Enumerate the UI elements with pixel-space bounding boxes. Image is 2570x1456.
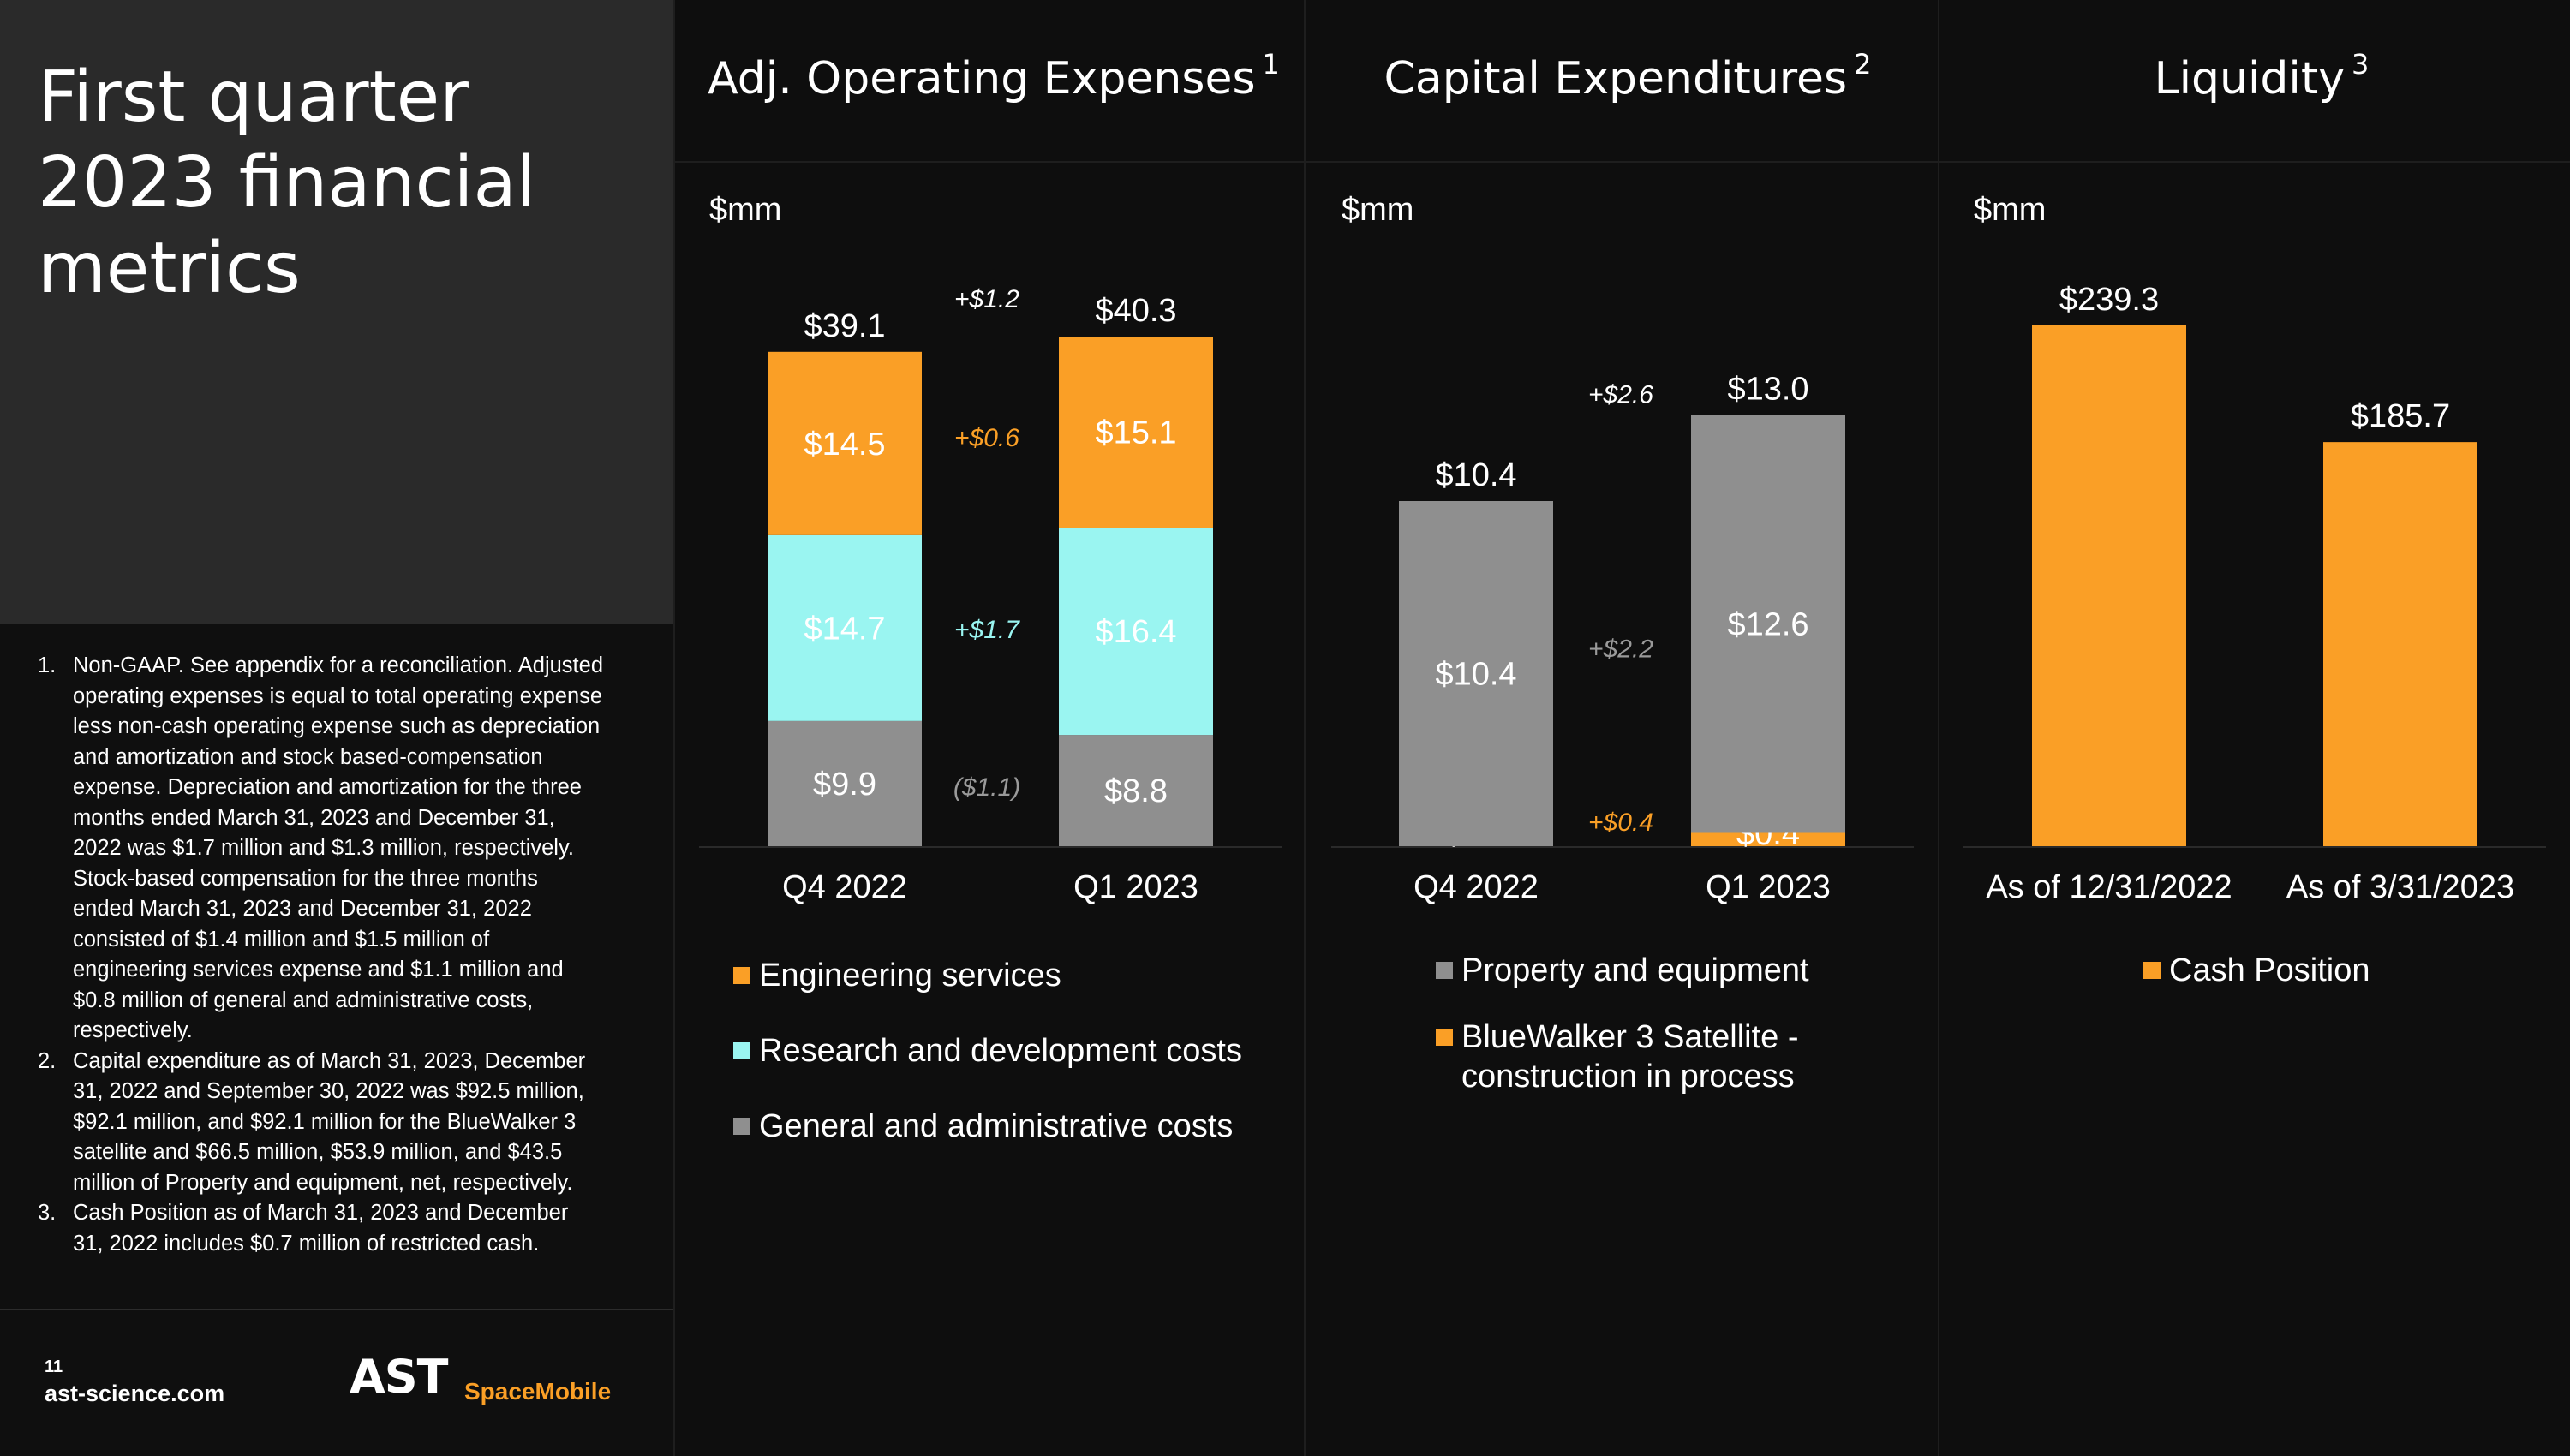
- company-logo: AST SpaceMobile: [350, 1353, 611, 1405]
- bar-value-label: $14.5: [804, 427, 885, 462]
- footnote-item: 2. Capital expenditure as of March 31, 20…: [38, 1047, 603, 1199]
- footnote-text: Capital expenditure as of March 31, 2023…: [73, 1048, 586, 1195]
- opex-legend: Engineering services Research and develop…: [733, 956, 1242, 1182]
- footnote-item: 1. Non-GAAP. See appendix for a reconcili…: [38, 651, 603, 1047]
- footnote-text: Non-GAAP. See appendix for a reconciliat…: [73, 653, 603, 1042]
- liquidity-legend: Cash Position: [2143, 951, 2370, 1017]
- logo-main-text: AST: [350, 1353, 449, 1404]
- bar-segment: [1059, 337, 1213, 528]
- bar-segment: [768, 534, 922, 721]
- change-label: +$2.2: [1588, 635, 1653, 663]
- legend-label: Cash Position: [2169, 952, 2370, 988]
- legend-item: Cash Position: [2143, 951, 2370, 990]
- bar-segment: [2323, 442, 2477, 846]
- title-panel: First quarter 2023 financial metrics: [0, 0, 673, 624]
- legend-swatch: [1436, 962, 1453, 979]
- legend-label: BlueWalker 3 Satellite - construction in…: [1461, 1019, 1799, 1095]
- bar-segment: [768, 720, 922, 846]
- legend-item: General and administrative costs: [733, 1107, 1242, 1146]
- bar-total-label: $10.4: [1435, 457, 1516, 493]
- footnote-number: 3.: [38, 1201, 57, 1225]
- bar-segment: [768, 351, 922, 535]
- footer-divider: [0, 1309, 673, 1310]
- bar-value-label: $14.7: [804, 611, 885, 647]
- x-tick-label: Q1 2023: [1706, 869, 1831, 905]
- bar-segment: [1059, 528, 1213, 736]
- panel-divider: [1304, 0, 1306, 1456]
- liquidity-unit: $mm: [1974, 192, 2047, 228]
- x-tick-label: Q4 2022: [1414, 869, 1539, 905]
- bar-segment: [1691, 832, 1845, 846]
- logo-sub-text: SpaceMobile: [464, 1378, 611, 1405]
- total-change-label: +$2.6: [1588, 380, 1653, 409]
- change-label: ($1.1): [953, 773, 1020, 802]
- header-divider: [675, 161, 2570, 163]
- bar-value-label: $9.9: [813, 767, 876, 803]
- footnote-text: Cash Position as of March 31, 2023 and D…: [73, 1201, 569, 1256]
- bar-total-label: $39.1: [804, 308, 885, 344]
- bar-segment: [2032, 325, 2186, 846]
- legend-label: General and administrative costs: [759, 1108, 1234, 1144]
- bar-segment: [1691, 415, 1845, 833]
- legend-swatch: [733, 1118, 750, 1135]
- website-link[interactable]: ast-science.com: [45, 1381, 225, 1406]
- change-label: +$0.4: [1588, 809, 1653, 837]
- legend-label: Property and equipment: [1461, 952, 1809, 988]
- panel-divider: [673, 0, 675, 1456]
- page-number: 11: [45, 1358, 63, 1376]
- liquidity-title: Liquidity 3: [2154, 48, 2370, 104]
- footnote-number: 1.: [38, 653, 57, 677]
- bar-value-label: $239.3: [2059, 282, 2159, 318]
- legend-label: Research and development costs: [759, 1033, 1242, 1069]
- legend-label: Engineering services: [759, 958, 1061, 994]
- panel-divider: [1938, 0, 1939, 1456]
- legend-swatch: [733, 967, 750, 984]
- footnote-item: 3. Cash Position as of March 31, 2023 and…: [38, 1198, 603, 1259]
- bar-value-label: $185.7: [2351, 398, 2450, 434]
- bar-segment: [1059, 735, 1213, 846]
- change-label: +$1.7: [954, 616, 1020, 644]
- legend-item: Property and equipment: [1436, 951, 1809, 990]
- capex-legend: Property and equipment BlueWalker 3 Satel…: [1436, 951, 1809, 1124]
- bar-value-label: $16.4: [1095, 614, 1176, 650]
- footnotes: 1. Non-GAAP. See appendix for a reconcili…: [38, 651, 603, 1259]
- bar-segment: [1399, 501, 1553, 846]
- page-title: First quarter 2023 financial metrics: [38, 57, 536, 309]
- legend-swatch: [733, 1042, 750, 1059]
- x-tick-label: Q1 2023: [1073, 869, 1198, 905]
- footnote-panel: [0, 624, 673, 1456]
- legend-swatch: [2143, 962, 2161, 979]
- x-tick-label: As of 3/31/2023: [2286, 869, 2514, 905]
- change-label: +$0.6: [954, 424, 1019, 452]
- bar-value-label: $8.8: [1104, 773, 1168, 809]
- bar-total-label: $40.3: [1095, 293, 1176, 329]
- bar-value-label: $12.6: [1727, 606, 1808, 642]
- opex-unit: $mm: [709, 192, 782, 228]
- legend-item: BlueWalker 3 Satellite - construction in…: [1436, 1017, 1809, 1096]
- capex-title: Capital Expenditures 2: [1384, 48, 1872, 104]
- x-tick-label: Q4 2022: [782, 869, 907, 905]
- legend-item: Engineering services: [733, 956, 1242, 995]
- legend-item: Research and development costs: [733, 1031, 1242, 1071]
- x-tick-label: As of 12/31/2022: [1986, 869, 2232, 905]
- opex-title: Adj. Operating Expenses 1: [708, 48, 1280, 104]
- total-change-label: +$1.2: [954, 285, 1019, 313]
- bar-value-label: $10.4: [1435, 657, 1516, 693]
- bar-value-label: $15.1: [1095, 415, 1176, 451]
- legend-swatch: [1436, 1029, 1453, 1046]
- capex-unit: $mm: [1342, 192, 1414, 228]
- footnote-number: 2.: [38, 1048, 57, 1073]
- bar-total-label: $13.0: [1727, 371, 1808, 407]
